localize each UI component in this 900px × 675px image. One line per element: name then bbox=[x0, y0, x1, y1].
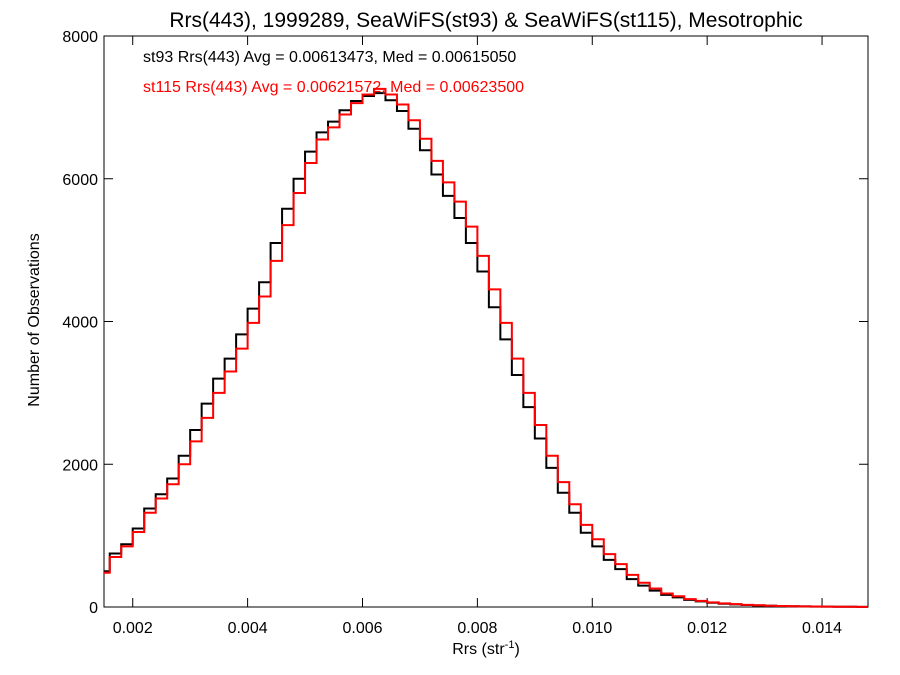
x-tick-label: 0.012 bbox=[687, 620, 727, 637]
x-tick-label: 0.008 bbox=[457, 620, 497, 637]
chart-title: Rrs(443), 1999289, SeaWiFS(st93) & SeaWi… bbox=[169, 9, 802, 32]
x-axis: 0.002 0.004 0.006 0.008 0.010 0.012 0.014 bbox=[113, 36, 842, 637]
x-axis-label: Rrs (str-1) bbox=[452, 639, 520, 658]
series-layer bbox=[104, 87, 868, 608]
series-line-st115 bbox=[104, 87, 868, 608]
y-tick-label: 2000 bbox=[62, 457, 98, 474]
x-tick-label: 0.004 bbox=[228, 620, 268, 637]
y-axis: 0 2000 4000 6000 8000 bbox=[62, 29, 868, 617]
x-tick-label: 0.014 bbox=[802, 620, 842, 637]
x-axis-label-main: Rrs (str bbox=[452, 641, 505, 658]
x-tick-label: 0.006 bbox=[342, 620, 382, 637]
y-axis-label: Number of Observations bbox=[26, 233, 43, 406]
x-axis-label-superscript: -1 bbox=[505, 639, 515, 651]
x-tick-label: 0.002 bbox=[113, 620, 153, 637]
y-tick-label: 6000 bbox=[62, 172, 98, 189]
y-tick-label: 0 bbox=[89, 600, 98, 617]
y-tick-label: 4000 bbox=[62, 315, 98, 332]
x-tick-label: 0.010 bbox=[572, 620, 612, 637]
x-axis-label-close: ) bbox=[514, 641, 519, 658]
y-tick-label: 8000 bbox=[62, 29, 98, 46]
annotation-st93: st93 Rrs(443) Avg = 0.00613473, Med = 0.… bbox=[143, 49, 516, 66]
annotation-st115: st115 Rrs(443) Avg = 0.00621572, Med = 0… bbox=[143, 79, 524, 96]
